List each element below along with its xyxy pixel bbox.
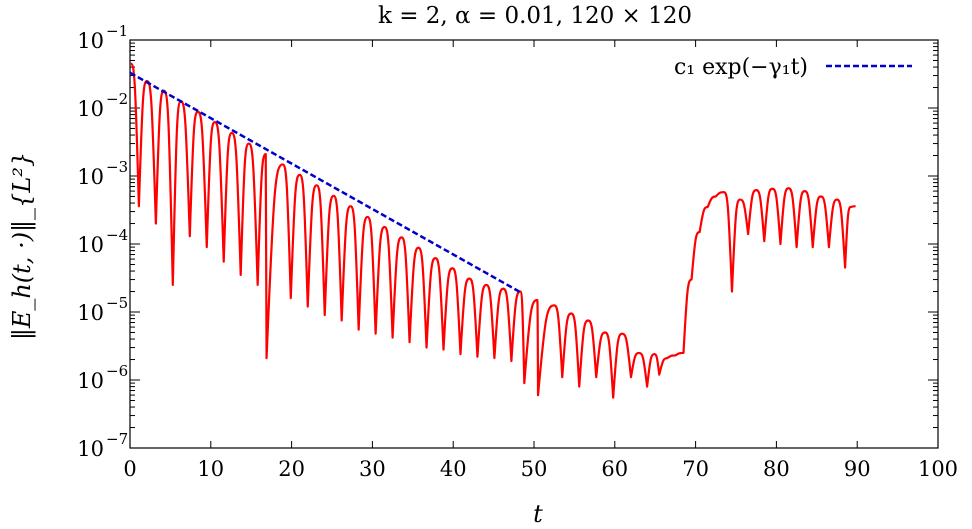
x-tick-label: 100 [918, 457, 958, 481]
x-tick-label: 80 [763, 457, 790, 481]
y-tick-base: 10 [77, 97, 104, 121]
y-tick-label: 10 [77, 233, 104, 257]
x-tick-label: 50 [521, 457, 548, 481]
plot-border [129, 39, 939, 449]
y-tick-exponent: −2 [106, 90, 128, 108]
y-tick-exponent: −1 [106, 22, 128, 40]
x-tick-label: 60 [601, 457, 628, 481]
chart-title: k = 2, α = 0.01, 120 × 120 [378, 3, 692, 29]
y-tick-exponent: −5 [106, 294, 128, 312]
y-tick-base: 10 [77, 165, 104, 189]
y-tick-base: 10 [77, 437, 104, 461]
y-tick-exponent: −7 [106, 430, 128, 448]
y-tick-base: 10 [77, 301, 104, 325]
y-tick-label: 10 [77, 369, 104, 393]
x-tick-label: 40 [440, 457, 467, 481]
x-tick-label: 10 [197, 457, 224, 481]
y-tick-label: 10 [77, 29, 104, 53]
series-layer [129, 62, 856, 399]
y-tick-base: 10 [77, 369, 104, 393]
y-axis: 10−110−210−310−410−510−610−7 [77, 22, 938, 461]
x-tick-label: 70 [682, 457, 709, 481]
y-tick-base: 10 [77, 233, 104, 257]
y-tick-exponent: −3 [106, 158, 128, 176]
legend-label-fit: c₁ exp(−γ₁t) [674, 55, 808, 80]
y-tick-base: 10 [77, 29, 104, 53]
y-tick-exponent: −4 [106, 226, 128, 244]
series-line-error [130, 62, 856, 399]
legend: c₁ exp(−γ₁t) [674, 55, 912, 80]
series-line-fit [129, 71, 523, 295]
y-tick-label: 10 [77, 165, 104, 189]
x-tick-label: 20 [278, 457, 305, 481]
y-tick-exponent: −6 [106, 362, 128, 380]
y-axis-title: ‖E_h(t, ·)‖_{L²} [8, 152, 37, 340]
y-tick-label: 10 [77, 301, 104, 325]
x-axis: 0 10 20 30 40 50 60 70 80 90 100 [123, 40, 958, 481]
y-tick-label: 10 [77, 97, 104, 121]
x-tick-label: 30 [359, 457, 386, 481]
x-tick-label: 90 [844, 457, 871, 481]
y-tick-label: 10 [77, 437, 104, 461]
x-tick-label: 0 [123, 457, 136, 481]
plot-frame [129, 39, 939, 449]
x-axis-title: t [533, 500, 543, 528]
